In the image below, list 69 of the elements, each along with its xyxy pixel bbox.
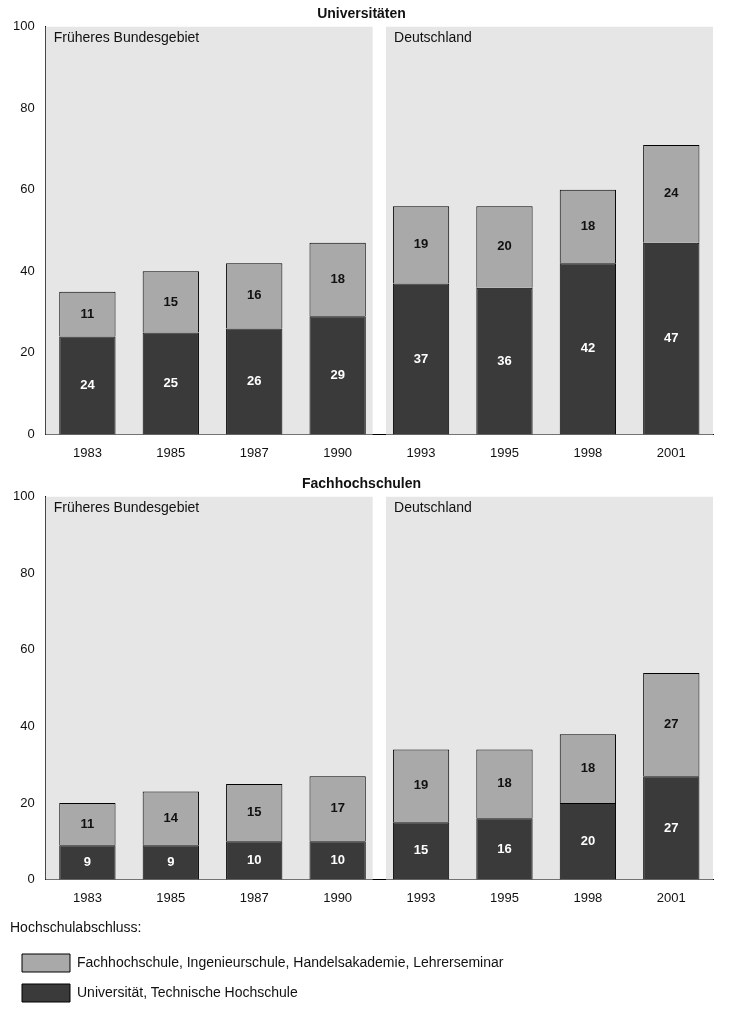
- legend-title: Hochschulabschluss:: [10, 919, 142, 936]
- y-tick-label: 80: [20, 99, 35, 115]
- data-label: 19: [413, 236, 429, 252]
- data-label: 47: [664, 330, 679, 346]
- data-label: 29: [330, 366, 345, 382]
- data-label: 36: [497, 352, 512, 368]
- data-label: 24: [80, 377, 96, 393]
- y-tick-label: 80: [20, 564, 35, 580]
- data-label: 18: [497, 775, 512, 791]
- data-label: 25: [163, 375, 179, 391]
- data-label: 18: [580, 760, 596, 776]
- x-tick-label: 1995: [490, 889, 519, 905]
- x-tick-label: 1990: [323, 444, 353, 460]
- x-tick-label: 1998: [573, 444, 603, 460]
- x-tick-label: 1983: [72, 444, 102, 460]
- y-tick-label: 20: [20, 344, 35, 360]
- data-label: 18: [330, 271, 345, 287]
- y-tick-label: 0: [27, 871, 35, 887]
- x-tick-label: 1993: [406, 889, 436, 905]
- x-tick-label: 1987: [239, 889, 269, 905]
- y-tick-label: 100: [12, 18, 35, 34]
- band-label: Früheres Bundesgebiet: [53, 28, 200, 45]
- data-label: 27: [664, 716, 679, 732]
- x-tick-label: 1993: [406, 444, 436, 460]
- y-tick-label: 40: [20, 262, 35, 278]
- x-tick-label: 1983: [72, 889, 102, 905]
- data-label: 42: [580, 340, 596, 356]
- legend-label: Fachhochschule, Ingenieurschule, Handelsakademie, Lehrerseminar: [77, 953, 504, 970]
- data-label: 16: [497, 840, 512, 856]
- x-tick-label: 1998: [573, 889, 603, 905]
- x-tick-label: 1985: [156, 444, 186, 460]
- x-tick-label: 1987: [239, 444, 269, 460]
- chart-title: Universitäten: [317, 5, 406, 22]
- band-label: Deutschland: [394, 28, 472, 45]
- band-label: Früheres Bundesgebiet: [53, 498, 200, 515]
- data-label: 10: [330, 852, 345, 868]
- data-label: 27: [664, 819, 679, 835]
- x-tick-label: 2001: [656, 889, 686, 905]
- legend-label: Universität, Technische Hochschule: [77, 983, 298, 1000]
- data-label: 26: [246, 372, 262, 388]
- x-tick-label: 1990: [323, 889, 353, 905]
- y-tick-label: 100: [12, 488, 35, 504]
- x-tick-label: 1995: [490, 444, 519, 460]
- data-label: 15: [413, 842, 429, 858]
- data-label: 16: [246, 287, 262, 303]
- data-label: 24: [664, 185, 680, 201]
- data-label: 19: [413, 777, 429, 793]
- data-label: 15: [246, 804, 262, 820]
- data-label: 11: [80, 815, 95, 831]
- data-label: 10: [246, 852, 262, 868]
- chart-title: Fachhochschulen: [301, 475, 422, 492]
- data-label: 9: [167, 853, 175, 869]
- y-tick-label: 0: [27, 425, 35, 441]
- data-label: 15: [163, 293, 179, 309]
- y-tick-label: 40: [20, 718, 35, 734]
- y-tick-label: 60: [20, 181, 35, 197]
- x-tick-label: 2001: [656, 444, 686, 460]
- y-tick-label: 20: [20, 794, 35, 810]
- data-label: 18: [580, 218, 596, 234]
- y-tick-label: 60: [20, 641, 35, 657]
- data-label: 37: [413, 350, 429, 366]
- data-label: 20: [497, 238, 512, 254]
- data-label: 11: [80, 305, 95, 321]
- data-label: 17: [330, 800, 345, 816]
- data-label: 20: [580, 832, 596, 848]
- band-label: Deutschland: [394, 498, 472, 515]
- data-label: 14: [163, 809, 179, 825]
- data-label: 9: [83, 853, 92, 869]
- x-tick-label: 1985: [156, 889, 186, 905]
